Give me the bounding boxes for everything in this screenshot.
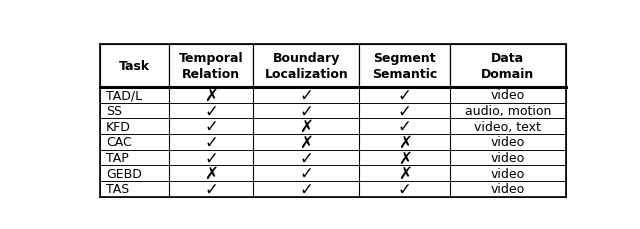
Text: ✓: ✓ xyxy=(300,149,314,167)
Text: ✗: ✗ xyxy=(397,164,412,182)
Bar xyxy=(253,134,360,150)
Bar xyxy=(100,134,169,150)
Text: ✓: ✓ xyxy=(300,86,314,104)
Text: video: video xyxy=(491,89,525,102)
Bar xyxy=(100,119,169,134)
Bar xyxy=(449,45,566,87)
Text: ✗: ✗ xyxy=(397,149,412,167)
Bar xyxy=(100,103,169,119)
Text: video, text: video, text xyxy=(474,120,541,133)
Bar xyxy=(100,87,169,103)
Text: ✓: ✓ xyxy=(204,118,218,136)
Text: ✗: ✗ xyxy=(204,164,218,182)
Text: Data
Domain: Data Domain xyxy=(481,52,534,81)
Text: audio, motion: audio, motion xyxy=(465,104,551,117)
Bar xyxy=(360,45,449,87)
Text: Temporal
Relation: Temporal Relation xyxy=(179,52,243,81)
Bar xyxy=(360,103,449,119)
Text: video: video xyxy=(491,167,525,180)
Bar xyxy=(449,87,566,103)
Text: SS: SS xyxy=(106,104,122,117)
Bar xyxy=(253,103,360,119)
Bar xyxy=(449,134,566,150)
Bar xyxy=(169,103,253,119)
Bar xyxy=(449,150,566,166)
Text: ✓: ✓ xyxy=(397,180,412,198)
Bar xyxy=(169,150,253,166)
Bar xyxy=(360,166,449,181)
Text: ✗: ✗ xyxy=(300,133,314,151)
Text: ✓: ✓ xyxy=(204,180,218,198)
Text: Boundary
Localization: Boundary Localization xyxy=(264,52,348,81)
Bar xyxy=(100,150,169,166)
Text: GEBD: GEBD xyxy=(106,167,141,180)
Text: CAC: CAC xyxy=(106,136,132,149)
Text: ✓: ✓ xyxy=(300,180,314,198)
Text: Task: Task xyxy=(118,60,150,73)
Bar xyxy=(449,181,566,197)
Bar xyxy=(253,150,360,166)
Bar xyxy=(169,45,253,87)
Text: ✓: ✓ xyxy=(204,102,218,120)
Bar xyxy=(253,45,360,87)
Bar xyxy=(253,181,360,197)
Bar xyxy=(253,119,360,134)
Bar xyxy=(449,166,566,181)
Text: ✓: ✓ xyxy=(397,86,412,104)
Text: ✗: ✗ xyxy=(300,118,314,136)
Text: video: video xyxy=(491,151,525,164)
Bar xyxy=(169,119,253,134)
Bar xyxy=(169,134,253,150)
Bar xyxy=(360,181,449,197)
Bar xyxy=(449,103,566,119)
Text: KFD: KFD xyxy=(106,120,131,133)
Text: video: video xyxy=(491,136,525,149)
Bar xyxy=(169,87,253,103)
Text: video: video xyxy=(491,183,525,195)
Bar xyxy=(253,87,360,103)
Bar xyxy=(100,181,169,197)
Bar xyxy=(169,166,253,181)
Bar xyxy=(360,134,449,150)
Text: TAP: TAP xyxy=(106,151,129,164)
Text: ✗: ✗ xyxy=(397,133,412,151)
Bar xyxy=(100,166,169,181)
Bar xyxy=(360,87,449,103)
Text: TAD/L: TAD/L xyxy=(106,89,142,102)
Bar xyxy=(360,119,449,134)
Text: ✓: ✓ xyxy=(300,102,314,120)
Text: ✓: ✓ xyxy=(204,133,218,151)
Bar xyxy=(169,181,253,197)
Text: ✓: ✓ xyxy=(300,164,314,182)
Text: ✓: ✓ xyxy=(397,118,412,136)
Text: Segment
Semantic: Segment Semantic xyxy=(372,52,437,81)
Text: ✗: ✗ xyxy=(204,86,218,104)
Bar xyxy=(360,150,449,166)
Text: ✓: ✓ xyxy=(204,149,218,167)
Bar xyxy=(449,119,566,134)
Bar xyxy=(253,166,360,181)
Text: ✓: ✓ xyxy=(397,102,412,120)
Text: TAS: TAS xyxy=(106,183,129,195)
Bar xyxy=(100,45,169,87)
